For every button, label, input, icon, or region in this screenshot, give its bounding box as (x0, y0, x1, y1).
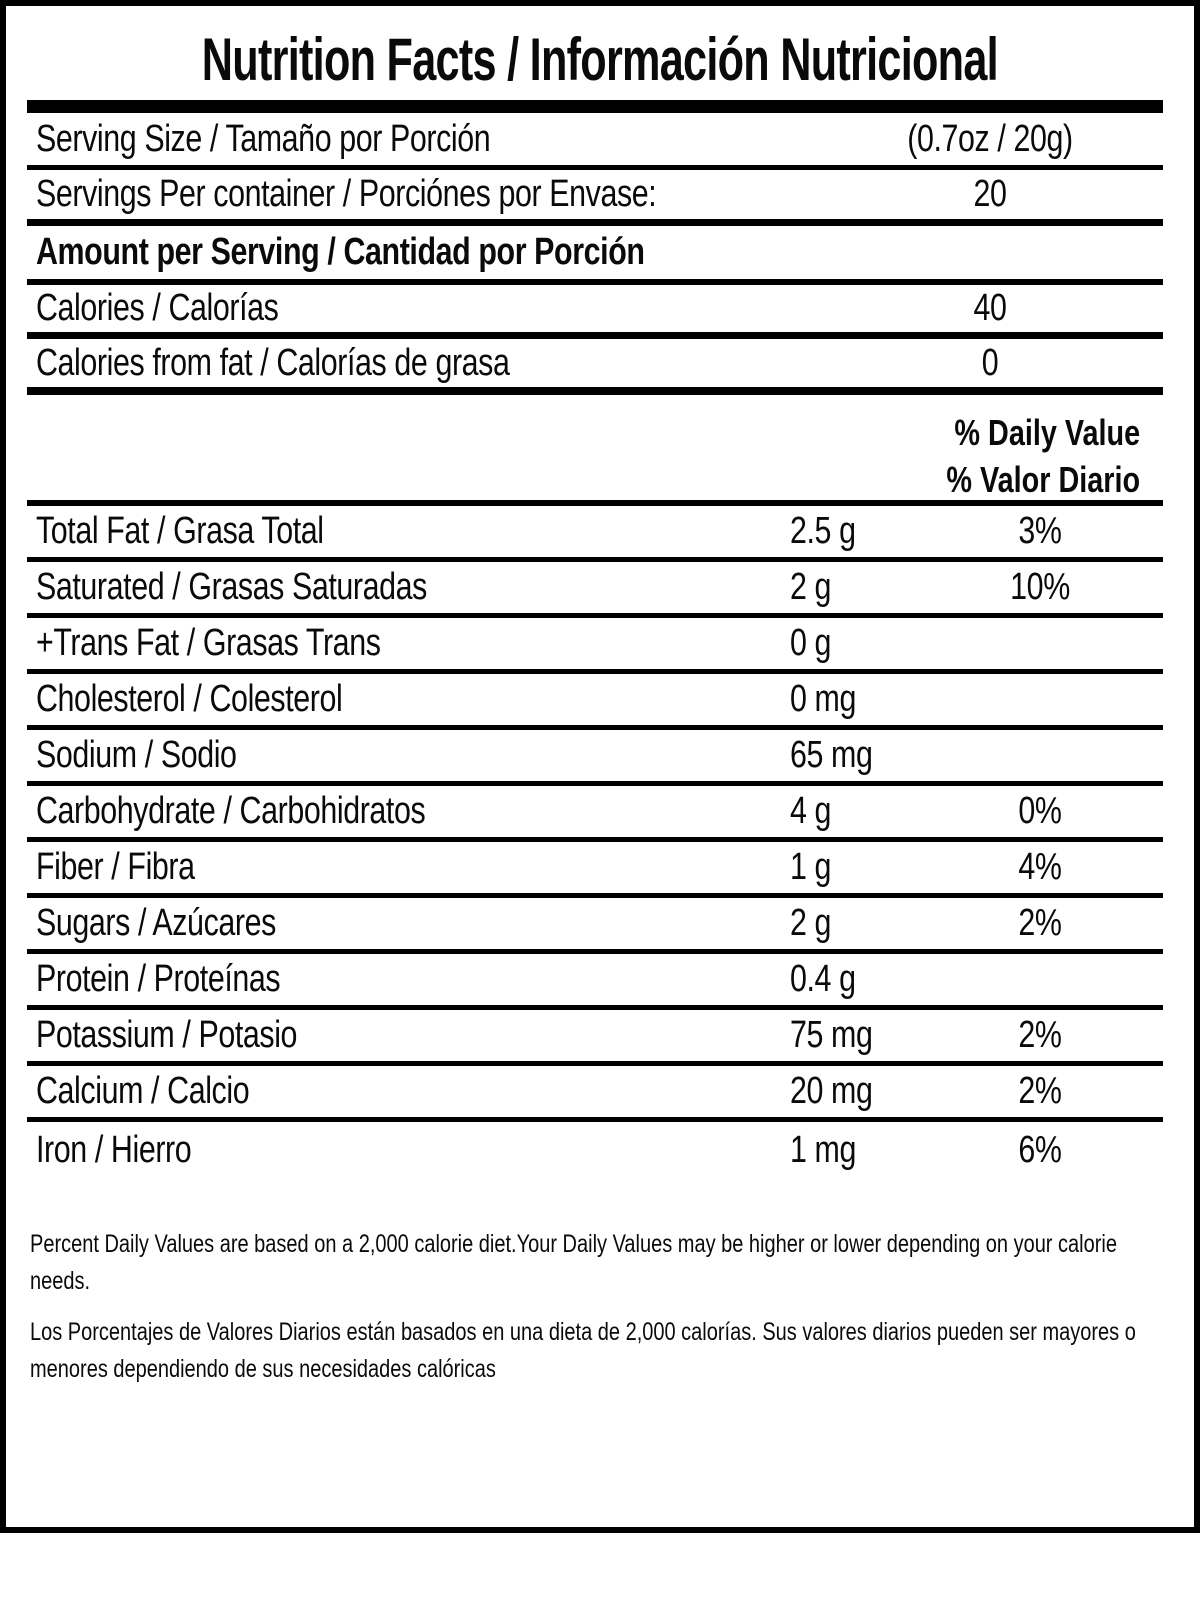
nutrient-daily-value: 2% (1018, 902, 1062, 944)
nutrient-label: Total Fat / Grasa Total (36, 510, 324, 552)
nutrient-row-total-fat: Total Fat / Grasa Total 2.5 g 3% (27, 506, 1163, 562)
calories-label: Calories / Calorías (36, 287, 279, 329)
servings-per-container-value: 20 (973, 173, 1007, 215)
nutrient-amount: 1 mg (790, 1128, 856, 1171)
nutrient-amount: 0 mg (790, 678, 856, 720)
footnote-spanish: Los Porcentajes de Valores Diarios están… (30, 1318, 1136, 1383)
nutrient-amount: 65 mg (790, 734, 873, 776)
nutrient-row-iron: Iron / Hierro 1 mg 6% (27, 1122, 1163, 1178)
nutrient-row-cholesterol: Cholesterol / Colesterol 0 mg (27, 674, 1163, 730)
serving-size-row: Serving Size / Tamaño por Porción (0.7oz… (27, 113, 1163, 170)
servings-per-container-row: Servings Per container / Porciónes por E… (27, 170, 1163, 226)
nutrient-daily-value: 2% (1018, 1014, 1062, 1056)
nutrient-row-calcium: Calcium / Calcio 20 mg 2% (27, 1066, 1163, 1122)
nutrient-daily-value: 0% (1018, 790, 1062, 832)
nutrient-amount: 75 mg (790, 1014, 873, 1056)
calories-row: Calories / Calorías 40 (27, 285, 1163, 339)
nutrient-daily-value: 10% (1010, 566, 1070, 608)
nutrient-daily-value: 3% (1018, 510, 1062, 552)
nutrient-label: +Trans Fat / Grasas Trans (36, 622, 381, 664)
nutrient-label: Calcium / Calcio (36, 1070, 250, 1112)
nutrient-label: Sodium / Sodio (36, 734, 237, 776)
calories-from-fat-label: Calories from fat / Calorías de grasa (36, 341, 510, 384)
title-divider-bar (27, 100, 1163, 113)
nutrient-amount: 1 g (790, 846, 832, 888)
nutrient-row-fiber: Fiber / Fibra 1 g 4% (27, 842, 1163, 898)
nutrient-label: Sugars / Azúcares (36, 902, 276, 944)
label-title: Nutrition Facts / Información Nutriciona… (201, 25, 999, 93)
daily-value-header-es: % Valor Diario (946, 459, 1140, 500)
nutrient-amount: 4 g (790, 790, 832, 832)
nutrient-row-trans-fat: +Trans Fat / Grasas Trans 0 g (27, 618, 1163, 674)
nutrient-amount: 0 g (790, 622, 832, 664)
footnotes: Percent Daily Values are based on a 2,00… (6, 1178, 1194, 1388)
nutrient-label: Potassium / Potasio (36, 1014, 298, 1056)
calories-from-fat-value: 0 (981, 341, 999, 384)
nutrient-row-saturated-fat: Saturated / Grasas Saturadas 2 g 10% (27, 562, 1163, 618)
nutrient-daily-value: 2% (1018, 1070, 1062, 1112)
nutrient-label: Iron / Hierro (36, 1128, 192, 1171)
daily-value-header: % Daily Value % Valor Diario (27, 395, 1163, 506)
nutrient-row-protein: Protein / Proteínas 0.4 g (27, 954, 1163, 1010)
label-header: Nutrition Facts / Información Nutriciona… (6, 6, 1194, 100)
servings-per-container-label: Servings Per container / Porciónes por E… (36, 173, 657, 215)
daily-value-header-en: % Daily Value (954, 412, 1140, 453)
nutrient-row-sodium: Sodium / Sodio 65 mg (27, 730, 1163, 786)
nutrient-label: Cholesterol / Colesterol (36, 678, 343, 720)
nutrient-amount: 0.4 g (790, 958, 856, 1000)
nutrient-row-carbohydrate: Carbohydrate / Carbohidratos 4 g 0% (27, 786, 1163, 842)
nutrient-amount: 2 g (790, 902, 832, 944)
nutrient-amount: 2.5 g (790, 510, 856, 552)
footnote-english: Percent Daily Values are based on a 2,00… (30, 1230, 1117, 1295)
nutrient-row-sugars: Sugars / Azúcares 2 g 2% (27, 898, 1163, 954)
serving-size-value: (0.7oz / 20g) (907, 117, 1073, 160)
amount-per-serving-label: Amount per Serving / Cantidad por Porció… (36, 231, 645, 273)
nutrient-amount: 20 mg (790, 1070, 873, 1112)
nutrient-row-potassium: Potassium / Potasio 75 mg 2% (27, 1010, 1163, 1066)
nutrient-daily-value: 4% (1018, 846, 1062, 888)
serving-size-label: Serving Size / Tamaño por Porción (36, 117, 491, 160)
calories-from-fat-row: Calories from fat / Calorías de grasa 0 (27, 339, 1163, 395)
nutrient-label: Protein / Proteínas (36, 958, 281, 1000)
nutrient-daily-value: 6% (1018, 1128, 1062, 1171)
nutrition-label: Nutrition Facts / Información Nutriciona… (0, 0, 1200, 1533)
nutrient-label: Fiber / Fibra (36, 846, 195, 888)
amount-per-serving-row: Amount per Serving / Cantidad por Porció… (27, 226, 1163, 285)
nutrient-amount: 2 g (790, 566, 832, 608)
nutrient-label: Saturated / Grasas Saturadas (36, 566, 427, 608)
nutrient-label: Carbohydrate / Carbohidratos (36, 790, 426, 832)
calories-value: 40 (973, 287, 1007, 329)
